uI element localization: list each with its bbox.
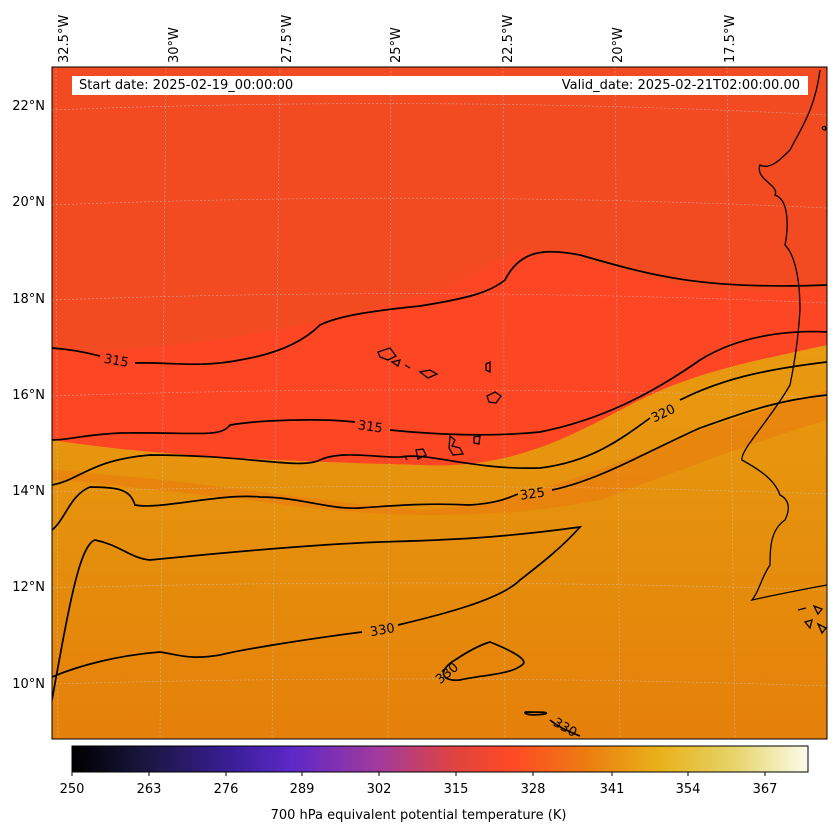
contour-320 (52, 361, 827, 486)
theta-e-transition (52, 390, 827, 515)
bissau-islands (797, 604, 827, 635)
lat-labels: 22°N 20°N 18°N 16°N 14°N 12°N 10°N (12, 99, 45, 692)
colorbar-tick-label: 250 (60, 782, 85, 797)
contour-330-closed (442, 641, 525, 681)
start-date-text: Start date: 2025-02-19_00:00:00 (79, 78, 294, 93)
contour-label-315-west: 315 (103, 352, 130, 371)
contour-330-north (52, 525, 583, 701)
valid-date-text: Valid_date: 2025-02-21T02:00:00.00 (561, 78, 800, 93)
lon-labels: 32.5°W 30°W 27.5°W 25°W 22.5°W 20°W 17.5… (57, 15, 738, 63)
theta-e-field-south (52, 345, 827, 739)
colorbar-tick-label: 367 (753, 782, 778, 797)
graticule (52, 67, 827, 739)
lon-label-27-5w: 27.5°W (280, 15, 295, 63)
colorbar-tick-label: 315 (444, 782, 469, 797)
lat-label-12n: 12°N (12, 580, 45, 595)
colorbar-tick-label: 354 (676, 782, 701, 797)
lat-label-16n: 16°N (12, 388, 45, 403)
colorbar-tick-label: 302 (367, 782, 392, 797)
colorbar-tick-label: 341 (600, 782, 625, 797)
lat-label-18n: 18°N (12, 292, 45, 307)
africa-coast (741, 69, 827, 602)
lon-label-25w: 25°W (389, 27, 404, 63)
contour-label-325: 325 (519, 485, 546, 503)
colorbar (71, 745, 809, 773)
lat-label-20n: 20°N (12, 195, 45, 210)
lat-label-22n: 22°N (12, 99, 45, 114)
contour-325 (52, 394, 827, 531)
contour-lines (52, 250, 827, 737)
lat-label-10n: 10°N (12, 677, 45, 692)
colorbar-tick-label: 263 (137, 782, 162, 797)
contour-315-mid (52, 330, 827, 441)
lon-label-22-5w: 22.5°W (501, 15, 516, 63)
lat-label-14n: 14°N (12, 484, 45, 499)
coastline (377, 69, 827, 635)
date-info-box: Start date: 2025-02-19_00:00:00 Valid_da… (72, 76, 808, 95)
colorbar-label: 700 hPa equivalent potential temperature… (270, 808, 567, 823)
colorbar-tick-label: 289 (290, 782, 315, 797)
colorbar-tick-label: 328 (521, 782, 546, 797)
lon-label-30w: 30°W (167, 27, 182, 63)
colorbar-ticks (71, 772, 766, 776)
contour-330-south (524, 711, 581, 737)
colorbar-tick-labels: 250 263 276 289 302 315 328 341 354 367 (60, 782, 778, 797)
lon-label-17-5w: 17.5°W (723, 15, 738, 63)
contour-label-330-center: 330 (369, 621, 396, 640)
map-frame (51, 66, 828, 740)
map-area (52, 67, 827, 739)
cape-verde-islands (377, 347, 502, 461)
lon-label-20w: 20°W (611, 27, 626, 63)
colorbar-tick-label: 276 (214, 782, 239, 797)
lon-label-32-5w: 32.5°W (57, 15, 72, 63)
contour-315-north (52, 250, 827, 366)
contour-label-315-center: 315 (357, 418, 384, 436)
